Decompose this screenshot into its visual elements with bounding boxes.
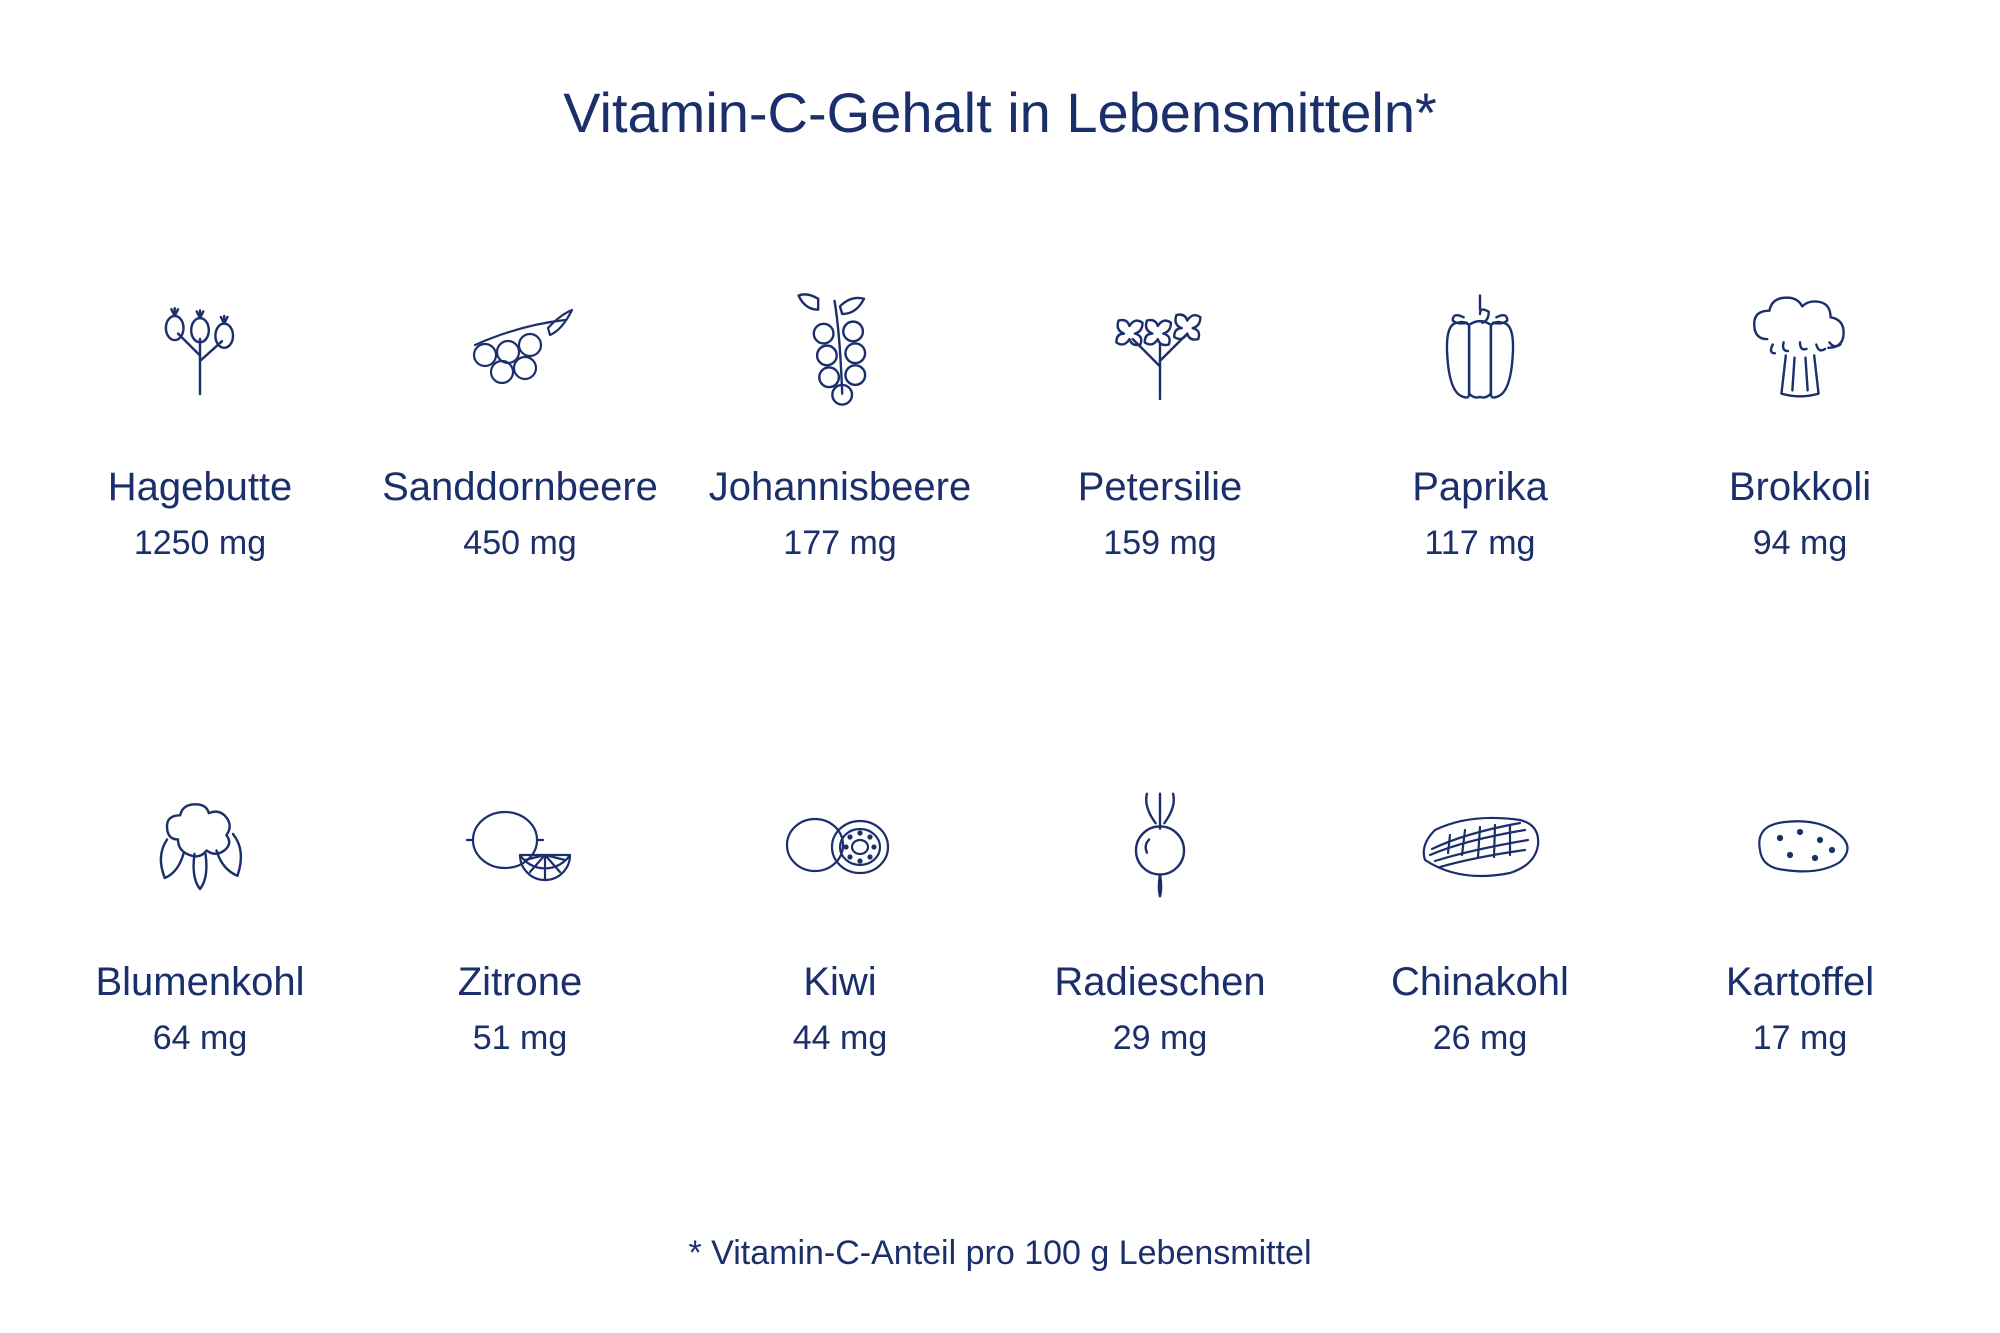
food-name: Kartoffel — [1726, 960, 1874, 1005]
food-item-kiwi: Kiwi 44 mg — [700, 780, 980, 1135]
food-amount: 64 mg — [153, 1019, 248, 1058]
food-name: Paprika — [1412, 465, 1548, 510]
food-amount: 17 mg — [1753, 1019, 1848, 1058]
food-name: Johannisbeere — [709, 465, 971, 510]
food-item-brokkoli: Brokkoli 94 mg — [1660, 285, 1940, 640]
food-amount: 117 mg — [1425, 524, 1536, 563]
page-title: Vitamin-C-Gehalt in Lebensmitteln* — [60, 80, 1940, 145]
food-amount: 159 mg — [1103, 524, 1216, 563]
food-name: Zitrone — [458, 960, 583, 1005]
food-amount: 51 mg — [473, 1019, 568, 1058]
potato-icon — [1740, 780, 1860, 910]
kiwi-icon — [780, 780, 900, 910]
food-name: Petersilie — [1078, 465, 1243, 510]
broccoli-icon — [1740, 285, 1860, 415]
food-amount: 450 mg — [463, 524, 576, 563]
food-item-paprika: Paprika 117 mg — [1340, 285, 1620, 640]
food-item-kartoffel: Kartoffel 17 mg — [1660, 780, 1940, 1135]
food-name: Radieschen — [1054, 960, 1265, 1005]
food-item-petersilie: Petersilie 159 mg — [1020, 285, 1300, 640]
food-amount: 1250 mg — [134, 524, 266, 563]
food-item-sanddornbeere: Sanddornbeere 450 mg — [380, 285, 660, 640]
rosehip-icon — [145, 285, 255, 415]
chinesecabbage-icon — [1410, 780, 1550, 910]
food-item-hagebutte: Hagebutte 1250 mg — [60, 285, 340, 640]
food-name: Sanddornbeere — [382, 465, 658, 510]
food-grid: Hagebutte 1250 mg Sanddornbeere 450 mg — [60, 285, 1940, 1134]
food-item-radieschen: Radieschen 29 mg — [1020, 780, 1300, 1135]
food-name: Blumenkohl — [95, 960, 304, 1005]
lemon-icon — [460, 780, 580, 910]
food-amount: 44 mg — [793, 1019, 888, 1058]
food-name: Brokkoli — [1729, 465, 1871, 510]
food-amount: 26 mg — [1433, 1019, 1528, 1058]
cauliflower-icon — [145, 780, 255, 910]
food-item-chinakohl: Chinakohl 26 mg — [1340, 780, 1620, 1135]
food-item-zitrone: Zitrone 51 mg — [380, 780, 660, 1135]
food-name: Hagebutte — [108, 465, 293, 510]
seabuckthorn-icon — [460, 285, 580, 415]
food-item-johannisbeere: Johannisbeere 177 mg — [700, 285, 980, 640]
pepper-icon — [1425, 285, 1535, 415]
footnote: * Vitamin-C-Anteil pro 100 g Lebensmitte… — [60, 1234, 1940, 1273]
radish-icon — [1115, 780, 1205, 910]
currant-icon — [785, 285, 895, 415]
food-amount: 29 mg — [1113, 1019, 1208, 1058]
food-name: Chinakohl — [1391, 960, 1569, 1005]
parsley-icon — [1100, 285, 1220, 415]
food-name: Kiwi — [803, 960, 876, 1005]
food-amount: 94 mg — [1753, 524, 1848, 563]
food-item-blumenkohl: Blumenkohl 64 mg — [60, 780, 340, 1135]
food-amount: 177 mg — [783, 524, 896, 563]
